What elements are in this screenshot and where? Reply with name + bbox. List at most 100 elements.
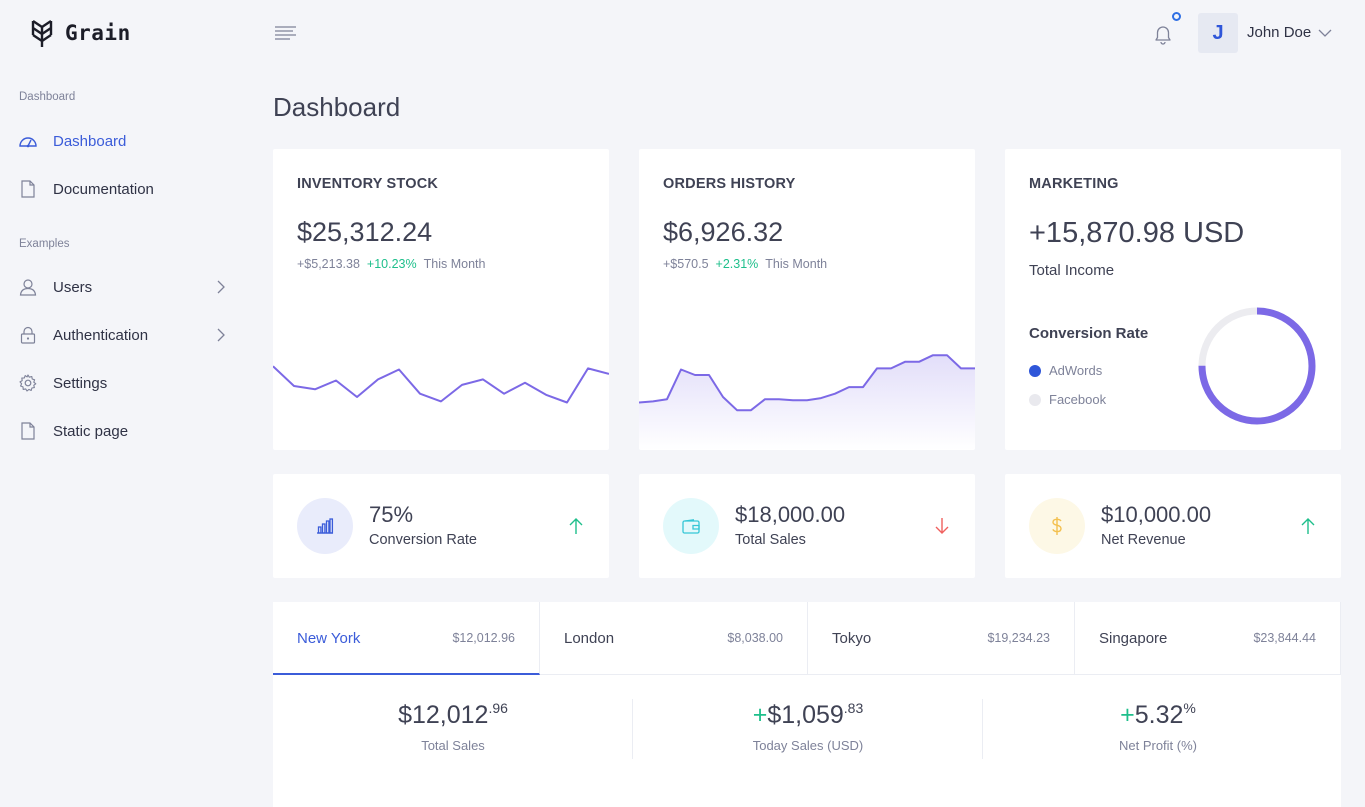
stat-label: Net Revenue (1101, 532, 1186, 548)
metric-main: $1,059 (767, 701, 844, 729)
menu-toggle-icon[interactable] (275, 24, 297, 42)
sidebar-item-authentication[interactable]: Authentication (0, 315, 245, 355)
bar-chart-icon (317, 518, 334, 534)
tab-name: Singapore (1099, 630, 1168, 647)
metric-value: $12,012.96 (273, 700, 633, 730)
metric-value: +$1,059.83 (633, 700, 983, 730)
stat-card-total-sales: $18,000.00 Total Sales (639, 474, 975, 578)
stat-label: Conversion Rate (369, 532, 477, 548)
metric-prefix: + (1120, 701, 1135, 729)
sidebar-item-static-page[interactable]: Static page (0, 411, 245, 451)
chevron-right-icon[interactable] (214, 280, 228, 294)
metric-divider (982, 699, 983, 759)
tab-value: $23,844.44 (1253, 631, 1316, 645)
stat-icon-circle (663, 498, 719, 554)
metric-main: $12,012 (398, 701, 489, 729)
tab-name: Tokyo (832, 630, 872, 647)
brand-name: Grain (65, 21, 131, 45)
change-percent: +2.31% (715, 257, 759, 271)
bell-icon[interactable] (1151, 22, 1175, 46)
metric-label: Today Sales (USD) (752, 738, 864, 753)
sidebar-item-users[interactable]: Users (0, 267, 245, 307)
legend-item-facebook: Facebook (1029, 392, 1106, 407)
chevron-right-icon[interactable] (214, 328, 228, 342)
sidebar-item-settings[interactable]: Settings (0, 363, 245, 403)
change-period: This Month (765, 257, 828, 271)
gauge-icon (18, 131, 38, 151)
sidebar-section-examples: Examples (19, 238, 70, 250)
sidebar-item-dashboard[interactable]: Dashboard (0, 121, 245, 161)
change-amount: +$570.5 (663, 257, 709, 271)
stat-value: 75% (369, 502, 414, 527)
stat-icon-circle (297, 498, 353, 554)
card-title: MARKETING (1029, 176, 1119, 192)
conversion-donut-chart (1198, 307, 1316, 425)
legend-label: Facebook (1049, 392, 1107, 407)
sparkline-line (639, 354, 975, 412)
notification-dot (1172, 12, 1181, 21)
metric-net-profit: +5.32% Net Profit (%) (983, 700, 1333, 760)
metric-total-sales: $12,012.96 Total Sales (273, 700, 633, 760)
orders-history-card: ORDERS HISTORY $6,926.32 +$570.5 +2.31% … (639, 149, 975, 450)
metric-sup: .83 (843, 700, 864, 716)
inventory-stock-card: INVENTORY STOCK $25,312.24 +$5,213.38 +1… (273, 149, 609, 450)
card-title: ORDERS HISTORY (663, 176, 796, 192)
metric-prefix: + (752, 701, 768, 729)
conversion-rate-title: Conversion Rate (1029, 325, 1149, 342)
tab-name: London (564, 630, 615, 647)
stat-value: $10,000.00 (1101, 502, 1212, 527)
page-title: Dashboard (273, 92, 401, 122)
sidebar-item-label: Users (53, 278, 93, 296)
card-value: $6,926.32 (663, 217, 784, 247)
sparkline-line (273, 365, 609, 404)
avatar[interactable]: J (1198, 13, 1238, 53)
brand-logo[interactable]: Grain (30, 16, 131, 50)
total-income-value: +15,870.98 USD (1029, 217, 1245, 249)
chevron-down-icon[interactable] (1317, 26, 1333, 40)
metric-label: Net Profit (%) (1118, 738, 1197, 753)
stat-label: Total Sales (735, 532, 806, 548)
user-name[interactable]: John Doe (1247, 24, 1312, 41)
sparkline-area (639, 355, 975, 450)
tab-value: $8,038.00 (727, 631, 783, 645)
donut-arc (1198, 307, 1316, 425)
dollar-icon (1052, 517, 1062, 535)
inventory-sparkline (273, 365, 609, 404)
legend-dot (1029, 393, 1041, 406)
card-change: +$570.5 +2.31% This Month (663, 257, 827, 271)
legend-item-adwords: AdWords (1029, 363, 1102, 378)
card-title: INVENTORY STOCK (297, 176, 439, 192)
metric-today-sales: +$1,059.83 Today Sales (USD) (633, 700, 983, 760)
gear-icon (18, 373, 38, 393)
file-icon (18, 421, 38, 441)
arrow-up-icon (1301, 518, 1315, 534)
tab-new-york[interactable]: New York $12,012.96 (273, 602, 540, 675)
city-sales-card: New York $12,012.96 London $8,038.00 Tok… (273, 602, 1341, 807)
arrow-down-icon (935, 518, 949, 534)
sidebar-item-label: Settings (53, 374, 108, 392)
marketing-card: MARKETING +15,870.98 USD Total Income Co… (1005, 149, 1341, 450)
legend-dot (1029, 364, 1041, 377)
stat-card-conversion-rate: 75% Conversion Rate (273, 474, 609, 578)
tab-singapore[interactable]: Singapore $23,844.44 (1075, 602, 1341, 675)
sidebar-item-label: Documentation (53, 180, 154, 198)
tab-tokyo[interactable]: Tokyo $19,234.23 (808, 602, 1075, 675)
stat-value: $18,000.00 (735, 502, 846, 527)
legend-label: AdWords (1049, 363, 1103, 378)
sidebar-item-label: Authentication (53, 326, 149, 344)
sidebar-item-label: Dashboard (53, 132, 127, 150)
stat-icon-circle (1029, 498, 1085, 554)
card-change: +$5,213.38 +10.23% This Month (297, 257, 485, 271)
sidebar-item-documentation[interactable]: Documentation (0, 169, 245, 209)
file-icon (18, 179, 38, 199)
sidebar-item-label: Static page (53, 422, 129, 440)
stat-card-net-revenue: $10,000.00 Net Revenue (1005, 474, 1341, 578)
lock-icon (18, 325, 38, 345)
change-percent: +10.23% (366, 257, 417, 271)
tab-london[interactable]: London $8,038.00 (540, 602, 808, 675)
sidebar: Grain Dashboard Dashboard Documentation … (0, 0, 245, 807)
tab-name: New York (297, 630, 361, 647)
metric-divider (632, 699, 633, 759)
change-amount: +$5,213.38 (297, 257, 360, 271)
metric-sup: % (1183, 700, 1196, 716)
